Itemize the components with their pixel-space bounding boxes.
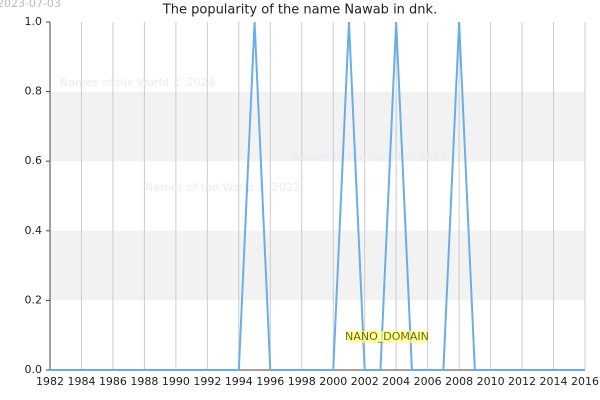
label-box xyxy=(347,331,427,343)
x-tick-label: 1996 xyxy=(256,375,284,388)
x-tick-label: 2014 xyxy=(540,375,568,388)
domain-label: NANO_DOMAIN xyxy=(345,330,429,343)
x-tick-label: 1984 xyxy=(67,375,95,388)
y-tick-label: 0.2 xyxy=(25,293,43,306)
y-tick-label: 0.6 xyxy=(25,154,43,167)
x-tick-label: 2012 xyxy=(508,375,536,388)
x-tick-label: 2006 xyxy=(414,375,442,388)
x-tick-label: 2000 xyxy=(319,375,347,388)
x-tick-label: 2004 xyxy=(382,375,410,388)
x-tick-label: 1992 xyxy=(193,375,221,388)
watermark: Names of the World © 2023 xyxy=(145,181,300,194)
x-tick-label: 2008 xyxy=(445,375,473,388)
date-stamp: 2023-07-03 xyxy=(0,0,61,10)
y-tick-label: 0.4 xyxy=(25,224,43,237)
x-tick-label: 2002 xyxy=(351,375,379,388)
chart-title: The popularity of the name Nawab in dnk. xyxy=(162,3,437,18)
x-tick-label: 2016 xyxy=(571,375,599,388)
x-tick-label: 2010 xyxy=(477,375,505,388)
grid-band xyxy=(50,91,585,162)
x-tick-label: 1998 xyxy=(288,375,316,388)
x-tick-label: 1982 xyxy=(36,375,64,388)
x-tick-label: 1994 xyxy=(225,375,253,388)
line xyxy=(50,21,585,371)
y-tick-label: 0.8 xyxy=(25,85,43,98)
y-tick-label: 0.0 xyxy=(25,363,43,376)
x-tick-label: 1990 xyxy=(162,375,190,388)
x-tick-label: 1986 xyxy=(99,375,127,388)
y-tick-label: 1.0 xyxy=(25,15,43,28)
watermark: Names of the World © 2023 xyxy=(292,151,447,164)
x-tick-label: 1988 xyxy=(130,375,158,388)
watermark: Names of the World © 2024 xyxy=(60,76,215,89)
grid-band xyxy=(50,230,585,301)
